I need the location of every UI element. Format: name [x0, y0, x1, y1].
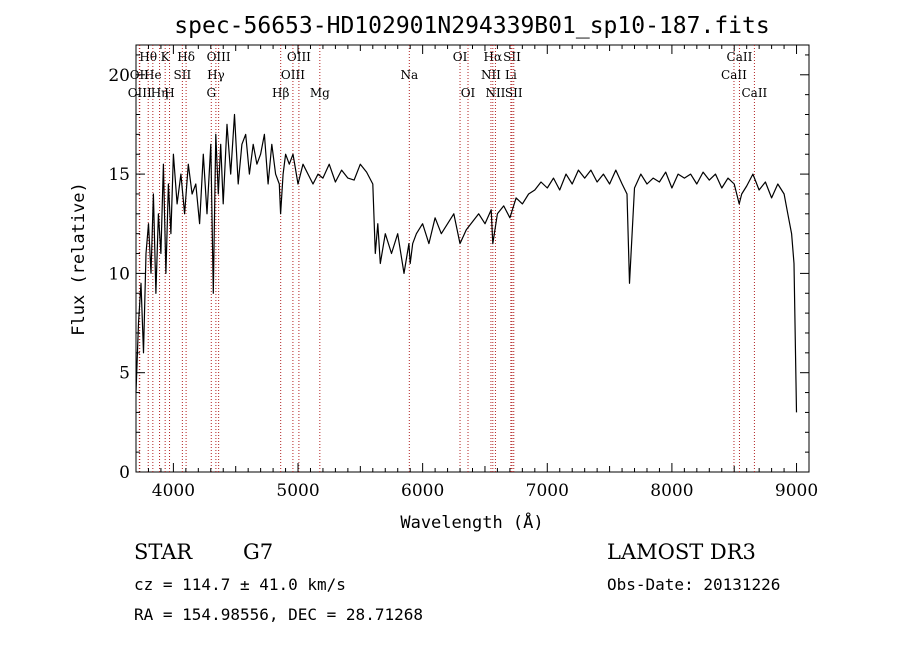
spectral-line-label: OIII [128, 86, 152, 100]
x-tick-label: 7000 [526, 481, 569, 501]
spectral-line-label: SII [503, 50, 521, 64]
y-tick-label: 20 [108, 66, 130, 86]
y-axis-label: Flux (relative) [69, 182, 89, 336]
spectral-line-label: OI [453, 50, 468, 64]
y-tick-label: 10 [108, 264, 130, 284]
redshift-velocity: cz = 114.7 ± 41.0 km/s [134, 575, 346, 594]
coordinates: RA = 154.98556, DEC = 28.71268 [134, 605, 423, 624]
x-tick-label: 6000 [401, 481, 444, 501]
spectral-line-label: OI [461, 86, 476, 100]
y-tick-label: 15 [108, 165, 130, 185]
spectral-line-label: OIII [281, 68, 305, 82]
y-tick-label: 5 [119, 364, 130, 384]
spectral-line-label: Li [505, 68, 517, 82]
spectral-line-label: H [164, 86, 174, 100]
object-class: STAR [134, 540, 193, 564]
spectral-line-label: CaII [727, 50, 753, 64]
spectral-line-label: CaII [721, 68, 747, 82]
spectral-line-label: OIII [287, 50, 311, 64]
spectrum-line [135, 113, 798, 413]
spectral-line-label: G [206, 86, 216, 100]
spectral-line-label: Mg [310, 86, 330, 100]
observation-date: Obs-Date: 20131226 [607, 575, 780, 594]
spectral-line-label: K [161, 50, 171, 64]
x-tick-label: 8000 [650, 481, 693, 501]
subclass: G7 [243, 540, 273, 564]
spectral-line-label: Hθ [139, 50, 157, 64]
chart-title: spec-56653-HD102901N294339B01_sp10-187.f… [174, 13, 769, 39]
x-axis-label: Wavelength (Å) [400, 511, 543, 533]
spectral-line-label: SII [174, 68, 192, 82]
x-tick-label: 5000 [276, 481, 319, 501]
x-tick-label: 4000 [152, 481, 195, 501]
spectral-line-label: Hδ [177, 50, 195, 64]
spectral-line-label: NII [481, 68, 501, 82]
spectral-line-label: Na [400, 68, 418, 82]
survey-name: LAMOST DR3 [607, 540, 756, 564]
x-tick-label: 9000 [775, 481, 818, 501]
spectral-line-label: CaII [741, 86, 767, 100]
spectral-line-label: NII [485, 86, 505, 100]
spectral-line-label: SII [505, 86, 523, 100]
spectral-line-label: OIII [207, 50, 231, 64]
spectrum-series [135, 113, 798, 413]
spectral-line-label: Hβ [272, 86, 289, 100]
spectral-line-label: Hγ [207, 68, 225, 82]
spectral-line-label: Hα [484, 50, 503, 64]
plot-frame [135, 44, 810, 473]
y-tick-label: 0 [119, 463, 130, 483]
spectral-line-label: He [144, 68, 162, 82]
axis-ticks: 4000 5000 6000 7000 8000 9000 0 5 10 15 20 [108, 45, 818, 501]
spectral-line-label: Hη [151, 86, 169, 100]
